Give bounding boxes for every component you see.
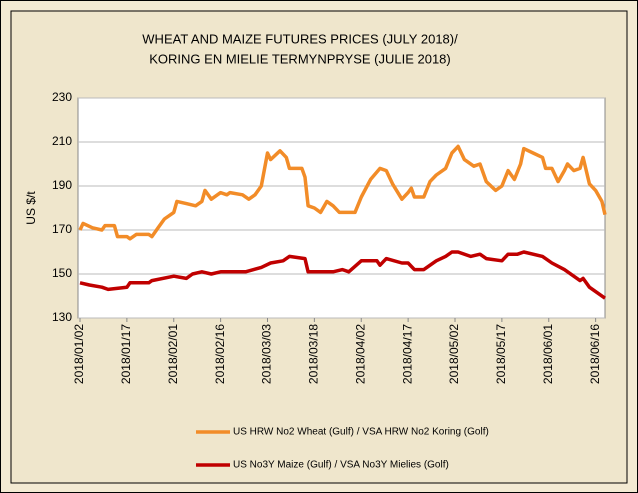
y-tick-label: 130 xyxy=(52,310,72,324)
x-tick-label: 2018/01/02 xyxy=(72,324,86,384)
series-line xyxy=(79,250,607,300)
legend-label: US HRW No2 Wheat (Gulf) / VSA HRW No2 Ko… xyxy=(233,427,489,438)
x-tick-label: 2018/01/17 xyxy=(119,324,133,384)
x-tick-label: 2018/04/02 xyxy=(353,324,367,384)
x-tick-label: 2018/04/17 xyxy=(400,324,414,384)
y-tick-label: 170 xyxy=(52,222,72,236)
x-tick-label: 2018/06/16 xyxy=(588,324,602,384)
y-tick-label: 190 xyxy=(52,178,72,192)
chart-title: KORING EN MIELIE TERMYNPRYSE (JULIE 2018… xyxy=(149,51,451,66)
x-tick-label: 2018/02/01 xyxy=(166,324,180,384)
y-tick-label: 210 xyxy=(52,134,72,148)
x-tick-label: 2018/03/18 xyxy=(307,324,321,384)
plot-area xyxy=(77,97,606,319)
x-tick-label: 2018/05/02 xyxy=(447,324,461,384)
y-tick-label: 230 xyxy=(52,90,72,104)
y-tick-label: 150 xyxy=(52,266,72,280)
x-tick-label: 2018/02/16 xyxy=(213,324,227,384)
chart-title: WHEAT AND MAIZE FUTURES PRICES (JULY 201… xyxy=(142,31,458,46)
y-axis-label: US $/t xyxy=(24,191,38,225)
series-line xyxy=(78,144,607,241)
legend-label: US No3Y Maize (Gulf) / VSA No3Y Mielies … xyxy=(233,460,449,471)
x-tick-label: 2018/05/17 xyxy=(494,324,508,384)
x-tick-label: 2018/03/03 xyxy=(260,324,274,384)
x-tick-label: 2018/06/01 xyxy=(541,324,555,384)
